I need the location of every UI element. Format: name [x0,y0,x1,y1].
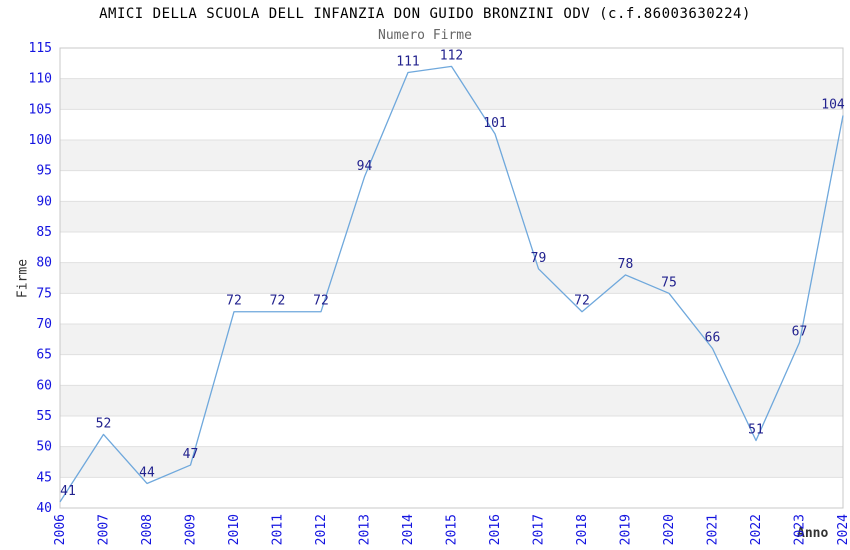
y-tick-label: 55 [36,409,52,424]
y-tick-label: 85 [36,225,52,240]
series-line [59,65,844,503]
x-tick-label: 2018 [575,514,590,545]
x-axis-title: Anno [797,526,829,541]
x-tick-label: 2014 [401,514,416,545]
x-tick-label: 2009 [184,514,199,545]
x-tick-label: 2021 [706,514,721,545]
x-tick-label: 2006 [53,514,68,545]
x-tick-label: 2012 [314,514,329,545]
x-tick-label: 2016 [488,514,503,545]
data-point-label: 78 [618,257,634,272]
plot-band [60,477,843,508]
y-tick-label: 115 [29,41,52,56]
x-tick-label: 2007 [97,514,112,545]
data-point-label: 44 [139,465,155,480]
y-tick-label: 80 [36,256,52,271]
y-tick-label: 45 [36,470,52,485]
x-tick-label: 2011 [271,514,286,545]
data-point-label: 94 [357,159,373,174]
x-tick-label: 2013 [358,514,373,545]
data-point-label: 111 [396,55,419,70]
x-tick-label: 2015 [445,514,460,545]
plot-band [60,140,843,171]
data-point-label: 101 [483,116,506,131]
data-point-label: 41 [60,484,76,499]
data-point-label: 79 [531,251,547,266]
plot-band [60,109,843,140]
plot-band [60,262,843,294]
y-tick-label: 50 [36,440,52,455]
plot-band [60,354,843,386]
y-tick-label: 70 [36,317,52,332]
plot-band [60,385,843,416]
x-tick-label: 2023 [793,514,808,545]
x-tick-label: 2020 [662,514,677,545]
y-tick-label: 60 [36,378,52,393]
plot-band [60,446,843,478]
data-point-label: 72 [270,294,286,309]
data-point-label: 52 [96,416,112,431]
chart-title: AMICI DELLA SCUOLA DELL INFANZIA DON GUI… [99,6,751,22]
y-tick-label: 75 [36,286,52,301]
data-point-label: 72 [313,294,329,309]
x-tick-label: 2010 [227,514,242,545]
plot-band [60,170,843,202]
plot-band [60,324,843,355]
plot-border [59,47,844,509]
data-point-label: 67 [792,324,808,339]
y-tick-label: 105 [29,102,52,117]
data-point-label: 66 [705,331,721,346]
x-tick-label: 2024 [836,514,850,545]
data-point-label: 51 [748,423,764,438]
y-tick-label: 65 [36,348,52,363]
plot-band [60,232,843,263]
plot-band [60,201,843,232]
data-point-label: 75 [661,275,677,290]
plot-band [60,293,843,324]
data-point-label: 72 [574,294,590,309]
y-tick-label: 90 [36,194,52,209]
data-point-label: 112 [440,48,463,63]
data-point-label: 47 [183,447,199,462]
x-tick-label: 2022 [749,514,764,545]
x-tick-label: 2008 [140,514,155,545]
x-tick-label: 2019 [619,514,634,545]
y-tick-label: 110 [29,72,52,87]
plot-band [60,48,843,79]
data-point-label: 104 [821,97,845,112]
chart-subtitle: Numero Firme [378,28,472,43]
y-tick-label: 95 [36,164,52,179]
x-tick-label: 2017 [532,514,547,545]
plot-band [60,416,843,447]
plot-band [60,78,843,110]
y-tick-label: 100 [29,133,52,148]
y-tick-label: 40 [36,501,52,516]
data-point-label: 72 [226,294,242,309]
